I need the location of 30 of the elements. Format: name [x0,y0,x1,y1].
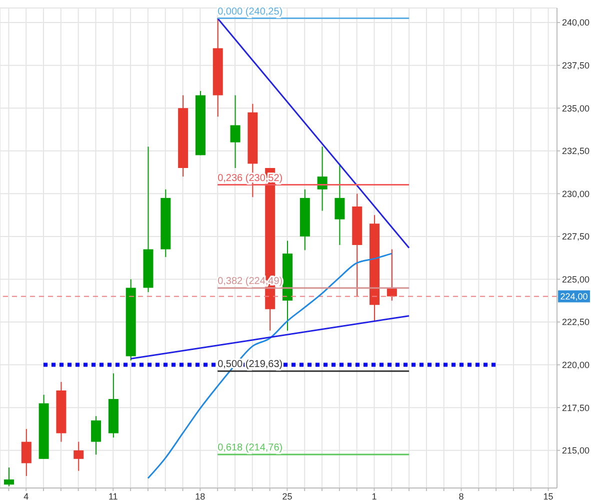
x-tick-label: 25 [282,491,292,500]
series-label: 0,618 (214,76) [218,442,283,454]
y-tick-label: 237,50 [562,60,590,71]
ref-line-label: 224,00 [560,291,588,302]
y-tick-label: 240,00 [562,18,590,28]
x-tick-label: 15 [543,491,554,500]
x-tick-label: 18 [195,491,206,500]
x-tick-label: 4 [24,491,29,500]
candlestick [4,466,14,487]
candlestick [334,163,345,246]
x-tick-label: 1 [372,491,377,500]
y-tick-label: 220,00 [562,360,590,370]
y-tick-label: 232,50 [562,146,590,156]
line-series [147,252,392,479]
y-tick-label: 225,00 [562,274,590,284]
candlestick [74,441,84,472]
x-tick-label: 11 [108,491,118,500]
y-tick-label: 227,50 [562,232,590,242]
candlestick [21,428,32,477]
y-tick-label: 222,50 [562,317,590,328]
candlestick [91,416,102,456]
y-tick-label: 235,00 [562,103,590,114]
candlestick [386,248,397,302]
series-label: 0,000 (240,25) [218,6,283,18]
candlestick [230,94,240,168]
y-tick-label: 217,50 [562,402,590,413]
y-tick-label: 230,00 [562,188,590,199]
x-tick-label: 8 [458,491,464,500]
candlestick [317,146,328,212]
y-tick-label: 215,00 [562,446,590,456]
